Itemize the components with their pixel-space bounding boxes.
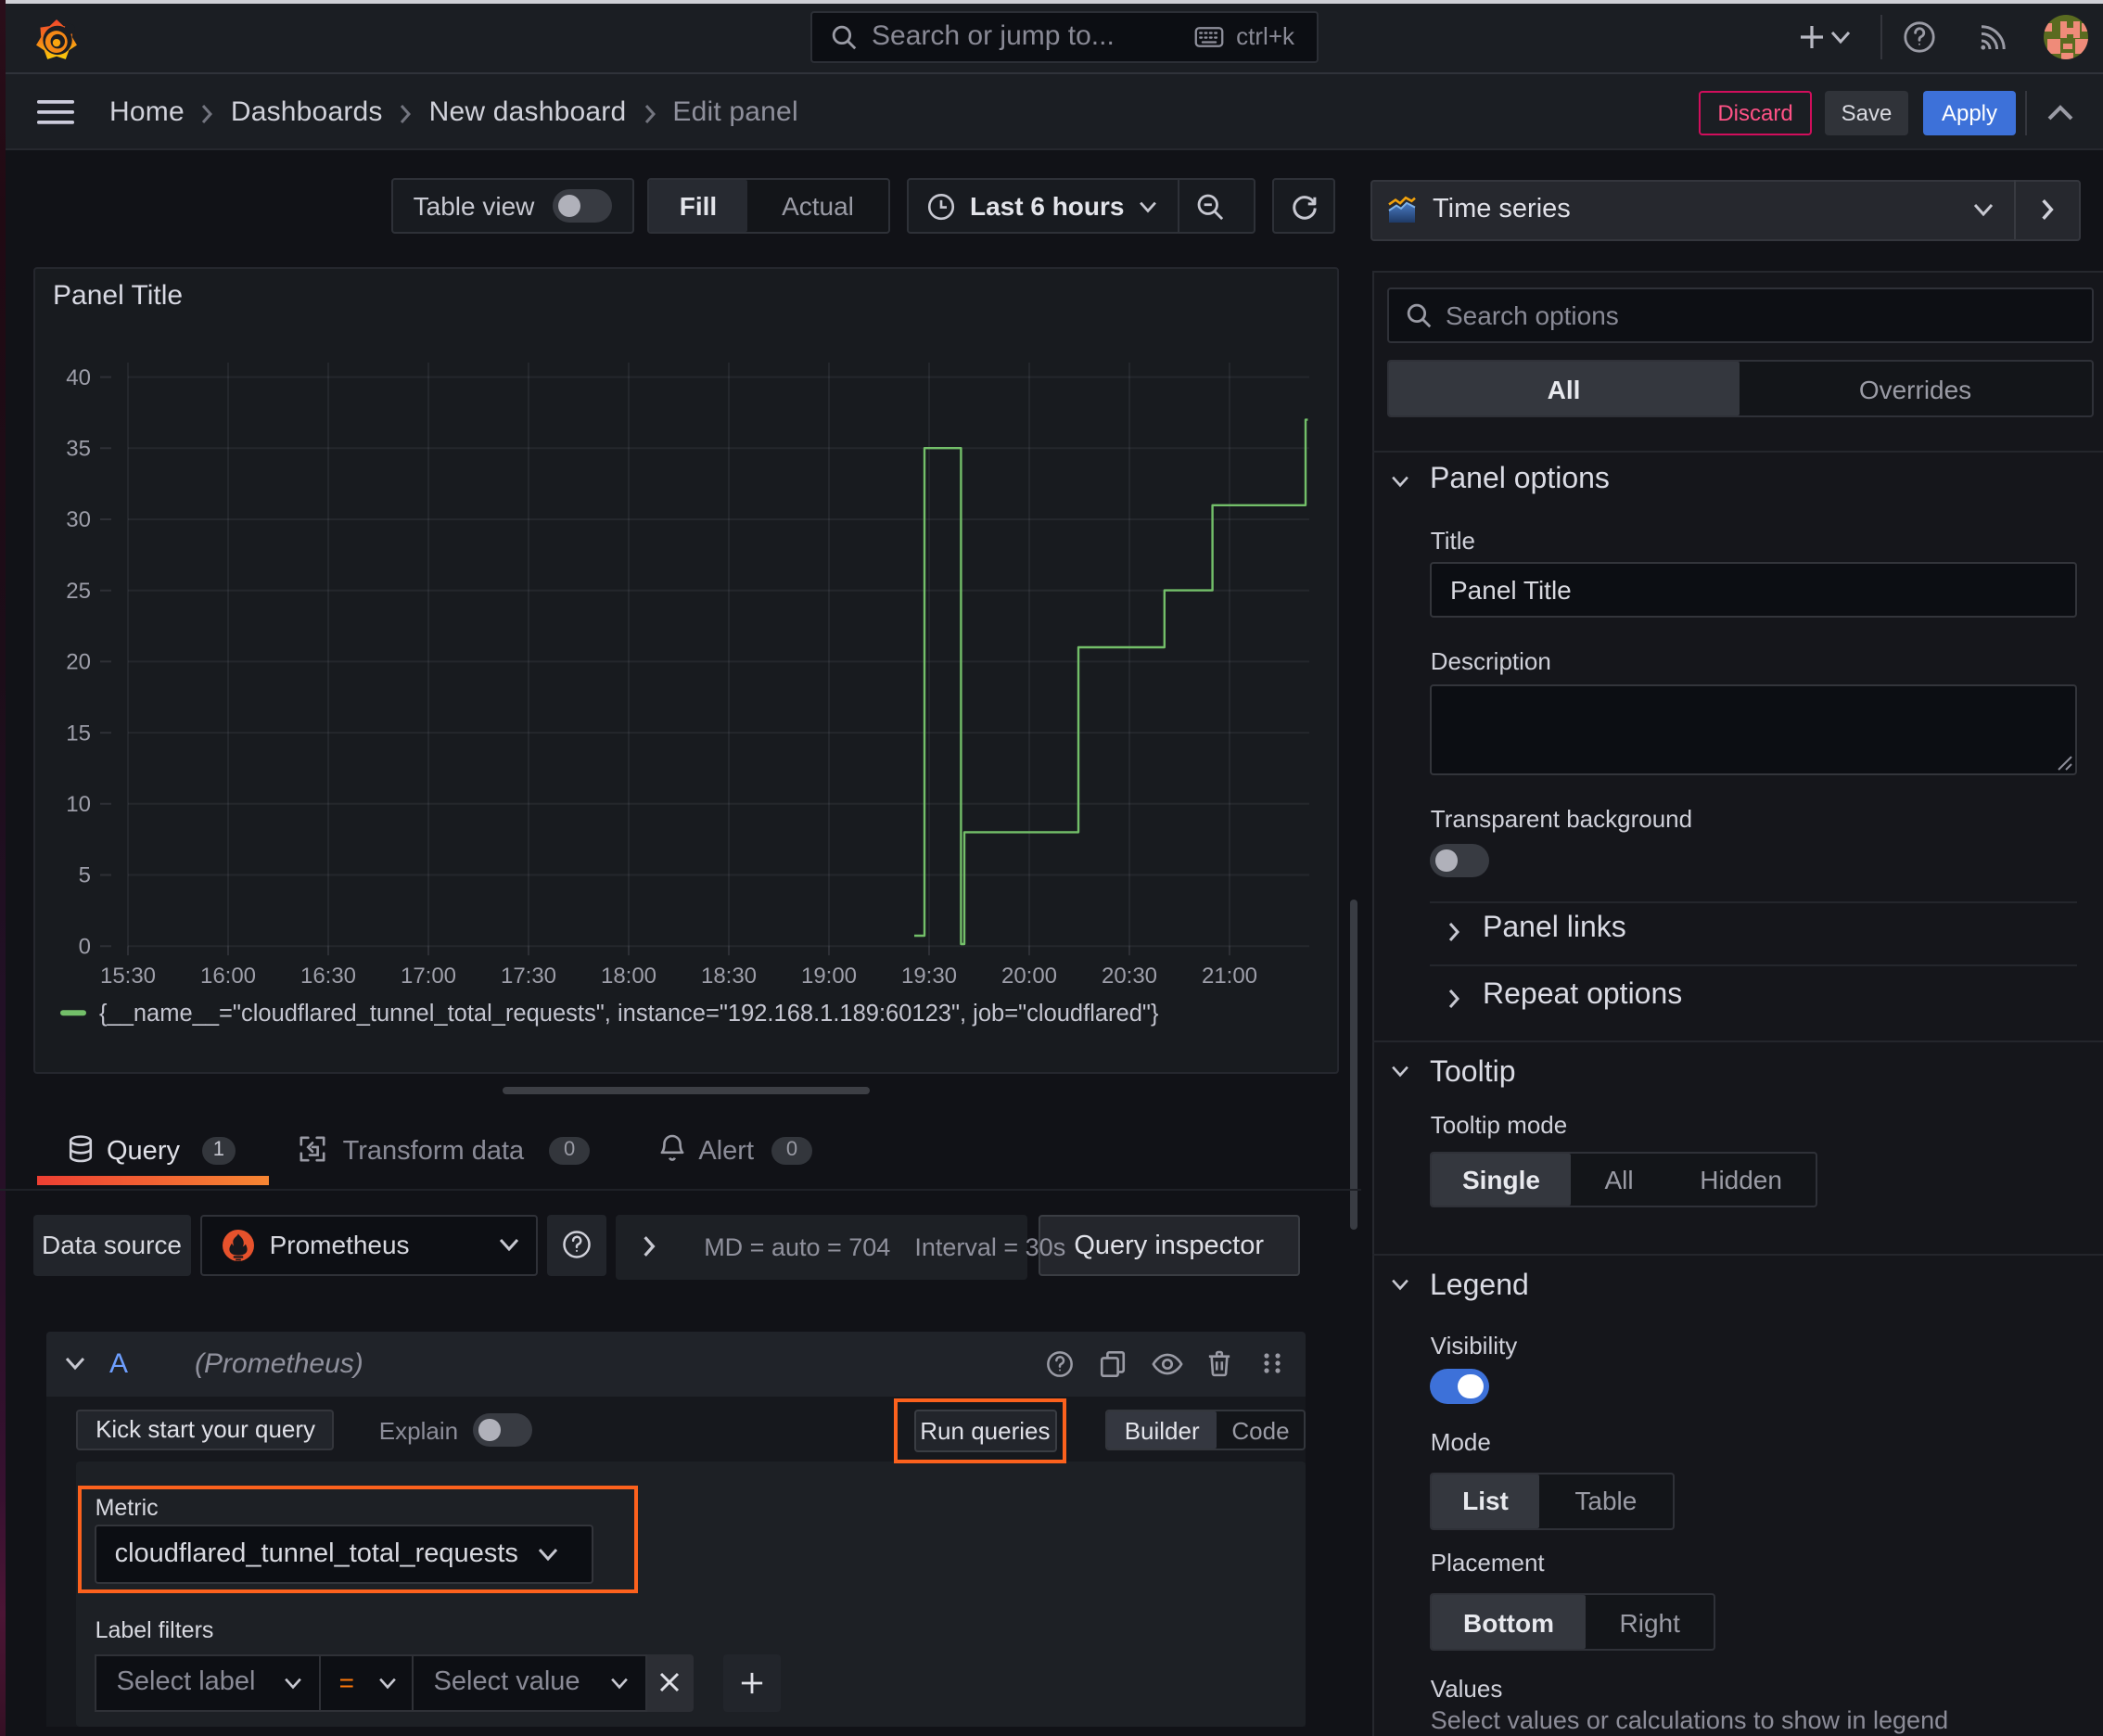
svg-text:30: 30: [65, 506, 90, 531]
svg-text:18:30: 18:30: [700, 963, 756, 988]
svg-text:25: 25: [65, 578, 90, 603]
svg-text:40: 40: [65, 364, 90, 389]
svg-text:16:00: 16:00: [199, 963, 255, 988]
svg-text:16:30: 16:30: [300, 963, 355, 988]
svg-text:21:00: 21:00: [1201, 963, 1256, 988]
svg-text:15: 15: [65, 720, 90, 745]
svg-text:17:00: 17:00: [400, 963, 455, 988]
svg-text:19:00: 19:00: [800, 963, 856, 988]
svg-text:15:30: 15:30: [99, 963, 155, 988]
svg-text:20:00: 20:00: [1001, 963, 1056, 988]
svg-text:17:30: 17:30: [500, 963, 555, 988]
svg-text:5: 5: [78, 862, 90, 887]
svg-text:20: 20: [65, 649, 90, 674]
svg-text:{__name__="cloudflared_tunnel_: {__name__="cloudflared_tunnel_total_requ…: [98, 1000, 1158, 1026]
svg-text:20:30: 20:30: [1101, 963, 1156, 988]
svg-text:10: 10: [65, 791, 90, 816]
svg-text:35: 35: [65, 436, 90, 461]
svg-text:0: 0: [78, 933, 90, 958]
svg-text:19:30: 19:30: [900, 963, 956, 988]
svg-text:18:00: 18:00: [600, 963, 656, 988]
